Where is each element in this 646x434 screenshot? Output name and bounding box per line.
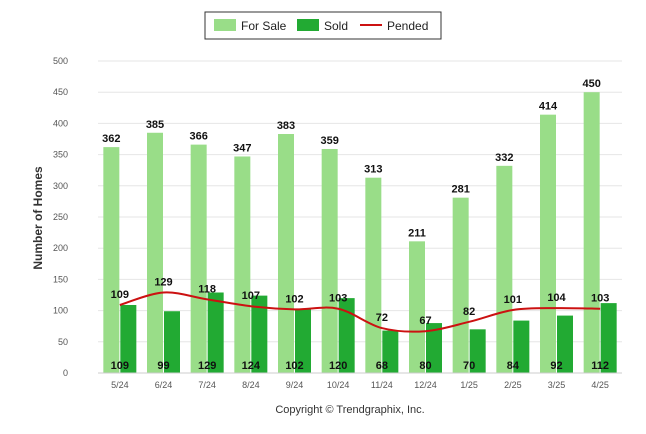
y-tick-label: 250: [53, 212, 68, 222]
bar-sold: [600, 303, 617, 373]
label-pended: 129: [154, 277, 172, 289]
bar-sold: [469, 329, 486, 373]
bar-for-sale: [583, 92, 600, 373]
label-for-sale: 313: [364, 164, 382, 176]
legend-label-sold: Sold: [324, 19, 348, 33]
bar-sold: [513, 320, 530, 373]
label-sold: 109: [111, 360, 129, 372]
bar-for-sale: [321, 148, 338, 373]
x-axis-ticks: 5/24 6/24 7/24 8/24 9/24 10/24 11/24 12/24 1/25 2…: [111, 380, 609, 390]
y-axis-ticks: 0 50 100 150 200 250 300 350 400 450 500: [53, 56, 68, 378]
label-pended: 103: [329, 293, 347, 305]
label-for-sale: 385: [146, 119, 164, 131]
label-pended: 102: [285, 293, 303, 305]
legend-label-pended: Pended: [387, 19, 428, 33]
y-tick-label: 400: [53, 118, 68, 128]
y-axis-label: Number of Homes: [31, 166, 45, 270]
x-tick-label: 10/24: [327, 380, 350, 390]
bar-for-sale: [234, 156, 251, 373]
pended-line: [119, 291, 601, 333]
label-for-sale: 362: [102, 133, 120, 145]
label-sold: 124: [242, 360, 261, 372]
legend: For Sale Sold Pended: [204, 11, 442, 40]
bar-sold: [426, 323, 442, 373]
label-sold: 129: [198, 360, 216, 372]
bars-sold: [120, 292, 617, 373]
legend-box: [204, 11, 442, 40]
bar-sold: [295, 309, 311, 373]
bar-sold: [251, 295, 268, 373]
label-for-sale: 281: [451, 184, 469, 196]
label-pended: 103: [591, 293, 609, 305]
bar-for-sale: [409, 241, 425, 373]
y-tick-label: 0: [63, 368, 68, 378]
data-labels: 362 109 385 99 366 129 347 124 383 102 359 120 313 68…: [102, 78, 609, 372]
bars-for-sale: [103, 92, 600, 373]
label-sold: 80: [419, 360, 431, 372]
legend-swatch-sold: [297, 19, 319, 31]
x-tick-label: 3/25: [548, 380, 566, 390]
label-for-sale: 211: [408, 227, 426, 239]
label-sold: 84: [507, 360, 520, 372]
legend-swatch-for-sale: [214, 19, 236, 31]
bar-for-sale: [147, 132, 163, 373]
label-pended: 118: [198, 283, 216, 295]
y-tick-label: 100: [53, 306, 68, 316]
label-for-sale: 414: [539, 101, 558, 113]
x-tick-label: 5/24: [111, 380, 129, 390]
label-pended: 104: [547, 292, 566, 304]
label-pended: 72: [376, 312, 388, 324]
x-tick-label: 2/25: [504, 380, 522, 390]
bar-sold: [164, 311, 180, 373]
legend-label-for-sale: For Sale: [241, 19, 287, 33]
x-tick-label: 8/24: [242, 380, 260, 390]
label-sold: 102: [285, 360, 303, 372]
x-tick-label: 9/24: [286, 380, 304, 390]
bar-sold: [207, 292, 224, 373]
label-sold: 68: [376, 360, 388, 372]
x-tick-label: 6/24: [155, 380, 173, 390]
label-pended: 82: [463, 306, 475, 318]
bar-for-sale: [103, 147, 120, 373]
label-pended: 101: [504, 294, 522, 306]
label-pended: 107: [242, 290, 260, 302]
x-tick-label: 1/25: [460, 380, 478, 390]
x-tick-label: 12/24: [414, 380, 437, 390]
bar-sold: [120, 304, 137, 373]
bar-for-sale: [540, 114, 556, 373]
label-for-sale: 383: [277, 120, 295, 132]
label-for-sale: 332: [495, 152, 513, 164]
label-for-sale: 359: [320, 135, 338, 147]
label-sold: 70: [463, 360, 475, 372]
label-for-sale: 347: [233, 142, 251, 154]
label-sold: 92: [550, 360, 562, 372]
label-pended: 109: [111, 289, 129, 301]
copyright-text: Copyright © Trendgraphix, Inc.: [275, 404, 424, 416]
bar-for-sale: [278, 134, 294, 373]
label-pended: 67: [419, 315, 431, 327]
label-sold: 120: [329, 360, 347, 372]
y-tick-label: 450: [53, 87, 68, 97]
bar-for-sale: [452, 197, 469, 373]
bar-for-sale: [496, 165, 513, 373]
y-tick-label: 200: [53, 243, 68, 253]
x-tick-label: 7/24: [198, 380, 216, 390]
label-for-sale: 450: [582, 78, 600, 90]
label-sold: 112: [591, 360, 609, 372]
y-tick-label: 500: [53, 56, 68, 66]
label-for-sale: 366: [189, 131, 207, 143]
y-tick-label: 350: [53, 150, 68, 160]
x-tick-label: 4/25: [591, 380, 609, 390]
bar-for-sale: [365, 177, 382, 373]
bar-sold: [338, 298, 355, 373]
y-tick-label: 50: [58, 337, 68, 347]
bar-for-sale: [190, 144, 207, 373]
bar-sold: [557, 315, 573, 373]
bar-sold: [382, 330, 399, 373]
y-tick-label: 300: [53, 181, 68, 191]
x-tick-label: 11/24: [371, 380, 393, 390]
label-sold: 99: [157, 360, 169, 372]
y-tick-label: 150: [53, 274, 68, 284]
